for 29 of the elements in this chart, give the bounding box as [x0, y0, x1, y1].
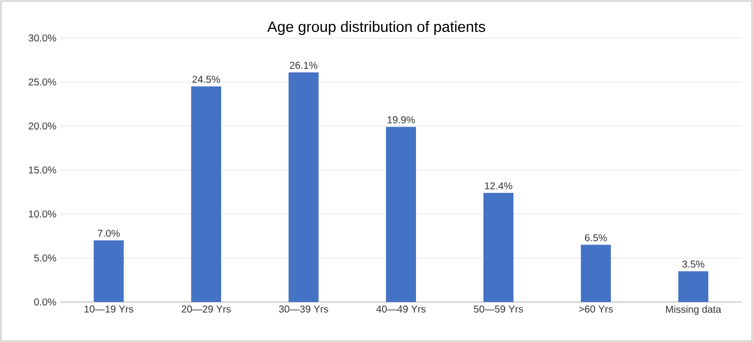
bar — [580, 244, 611, 302]
x-tick-label: 10—19 Yrs — [84, 306, 134, 313]
bar — [94, 240, 124, 302]
bar — [386, 126, 416, 302]
y-tick-label: 5.0% — [34, 254, 56, 262]
data-label: 7.0% — [98, 230, 120, 237]
data-label: 12.4% — [485, 182, 512, 190]
y-tick-label: 15.0% — [28, 166, 56, 174]
data-label: 24.5% — [192, 76, 220, 83]
chart-title: Age group distribution of patients — [267, 21, 486, 35]
x-tick-label: 20—29 Yrs — [182, 306, 231, 313]
data-label: 6.5% — [585, 234, 607, 242]
bar — [288, 72, 319, 302]
bar — [483, 192, 514, 302]
data-label: 3.5% — [682, 260, 704, 268]
bar — [678, 271, 708, 302]
x-tick-label: 30—39 Yrs — [279, 306, 328, 313]
y-tick-label: 20.0% — [28, 122, 56, 130]
bar — [191, 86, 222, 302]
x-tick-label: 50—59 Yrs — [474, 306, 523, 313]
y-tick-label: 10.0% — [28, 210, 56, 218]
y-tick-label: 30.0% — [28, 34, 56, 42]
y-tick-label: 0.0% — [34, 298, 56, 306]
data-label: 19.9% — [388, 116, 415, 124]
x-tick-label: Missing data — [666, 306, 722, 315]
x-tick-label: >60 Yrs — [579, 306, 613, 313]
y-tick-label: 25.0% — [28, 78, 56, 86]
data-label: 26.1% — [290, 62, 318, 69]
x-tick-label: 40—49 Yrs — [376, 306, 426, 313]
